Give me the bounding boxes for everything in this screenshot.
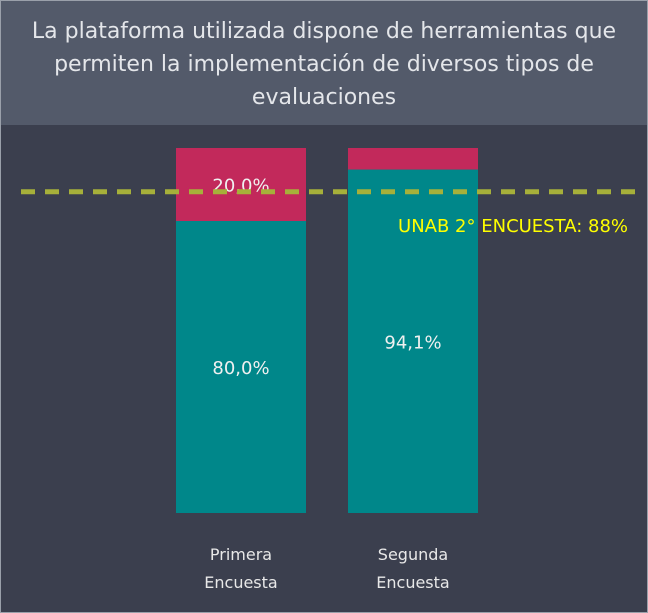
x-tick-label: Segunda Encuesta	[376, 545, 450, 592]
data-label: 80,0%	[212, 358, 269, 379]
data-label: 94,1%	[384, 332, 441, 353]
bar-segment	[348, 169, 478, 513]
chart-title: La plataforma utilizada dispone de herra…	[31, 19, 617, 110]
bar-segment	[348, 148, 478, 170]
x-tick-label: Primera Encuesta	[204, 545, 278, 592]
bar-segment	[176, 221, 306, 513]
annotation: UNAB 2° ENCUESTA: 88%	[398, 216, 628, 237]
header	[1, 1, 647, 125]
bar-segment	[176, 148, 306, 221]
